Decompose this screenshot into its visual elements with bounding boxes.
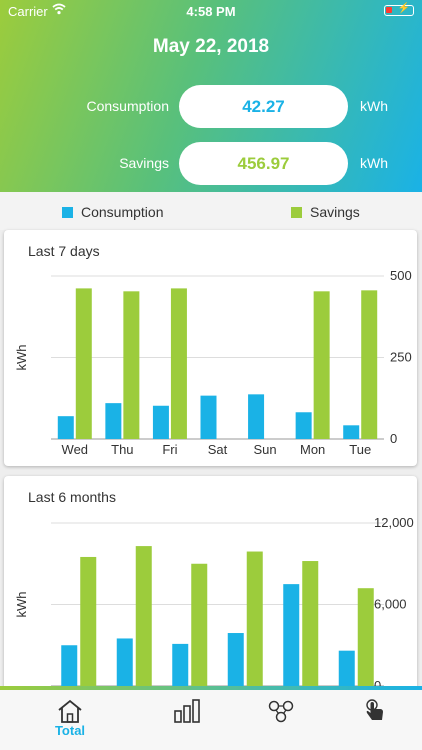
week-bar-consumption — [152, 405, 169, 439]
savings-value: 456.97 — [179, 142, 348, 185]
week-xtick-label: Fri — [162, 442, 177, 457]
week-bar-savings — [361, 290, 378, 439]
week-ytick-label: 500 — [390, 268, 412, 283]
week-xtick-label: Thu — [111, 442, 133, 457]
tab-total[interactable]: Total — [45, 698, 95, 742]
week-xtick-label: Sat — [208, 442, 228, 457]
month-bar-consumption — [61, 645, 78, 686]
tab-total-label: Total — [54, 723, 86, 738]
week-bar-savings — [170, 288, 187, 439]
weekly-chart-title: Last 7 days — [28, 243, 100, 259]
month-ytick-label: 0 — [374, 678, 381, 693]
month-bar-consumption — [116, 638, 133, 686]
bar-chart-icon — [173, 699, 201, 728]
week-ylabel: kWh — [14, 345, 29, 371]
week-bar-consumption — [200, 395, 217, 439]
legend-label-consumption: Consumption — [81, 204, 164, 220]
month-bar-savings — [246, 551, 263, 686]
touch-icon — [361, 699, 389, 728]
summary-header: Carrier 4:58 PM ⚡ May 22, 2018 Consumpti… — [0, 0, 422, 192]
month-bar-consumption — [172, 643, 189, 686]
month-bar-consumption — [227, 633, 244, 686]
month-bar-consumption — [283, 584, 300, 686]
week-bar-savings — [75, 288, 92, 439]
monthly-bar-chart: 0 6,000 12,000 kWh — [14, 515, 414, 693]
weekly-bar-chart: 0 250 500 kWh Wed Thu Fri Sat Sun Mon Tue — [14, 268, 412, 457]
week-xtick-label: Sun — [254, 442, 277, 457]
chart-legend: Consumption Savings — [0, 192, 422, 230]
tab-bar-accent-line — [0, 686, 422, 690]
weekly-chart-card: Last 7 days 0 250 500 kWh Wed Thu Fri Sat Sun Mon… — [4, 230, 417, 466]
week-xtick-label: Wed — [62, 442, 89, 457]
savings-label: Savings — [119, 155, 169, 171]
week-ytick-label: 250 — [390, 350, 412, 365]
month-ylabel: kWh — [14, 592, 29, 618]
consumption-value: 42.27 — [179, 85, 348, 128]
page-title-date: May 22, 2018 — [152, 36, 270, 57]
monthly-chart-title: Last 6 months — [28, 489, 116, 505]
week-xtick-label: Tue — [349, 442, 371, 457]
week-ytick-label: 0 — [390, 431, 397, 446]
tab-bar: Total — [0, 686, 422, 750]
week-bar-consumption — [295, 412, 312, 439]
month-ytick-label: 6,000 — [374, 597, 407, 612]
status-bar: Carrier 4:58 PM ⚡ — [0, 0, 422, 22]
legend-swatch-savings — [291, 207, 302, 218]
tab-network[interactable] — [256, 698, 306, 742]
month-bar-consumption — [338, 650, 355, 686]
status-time: 4:58 PM — [186, 4, 236, 19]
carrier-label: Carrier — [8, 4, 48, 19]
month-bar-savings — [357, 588, 374, 686]
month-ytick-label: 12,000 — [374, 515, 414, 530]
week-bar-consumption — [248, 394, 265, 439]
week-bar-savings — [313, 291, 330, 439]
legend-savings: Savings — [291, 204, 360, 220]
month-bar-savings — [135, 546, 152, 686]
week-bar-savings — [123, 291, 140, 439]
consumption-unit: kWh — [360, 98, 388, 114]
legend-consumption: Consumption — [62, 204, 164, 220]
legend-label-savings: Savings — [310, 204, 360, 220]
tab-touch[interactable] — [350, 698, 400, 742]
legend-swatch-consumption — [62, 207, 73, 218]
tab-charts[interactable] — [162, 698, 212, 742]
week-bar-consumption — [57, 416, 74, 439]
battery-icon: ⚡ — [384, 3, 414, 16]
savings-unit: kWh — [360, 155, 388, 171]
month-bar-savings — [80, 556, 97, 686]
consumption-label: Consumption — [86, 98, 170, 114]
wifi-icon — [52, 3, 66, 18]
month-bar-savings — [191, 563, 208, 686]
week-bar-consumption — [343, 425, 360, 439]
monthly-chart-card: Last 6 months 0 6,000 12,000 kWh — [4, 476, 417, 706]
network-icon — [267, 700, 295, 728]
week-xtick-label: Mon — [300, 442, 325, 457]
month-bar-savings — [302, 561, 319, 686]
week-bar-consumption — [105, 403, 122, 439]
home-icon — [56, 699, 84, 728]
